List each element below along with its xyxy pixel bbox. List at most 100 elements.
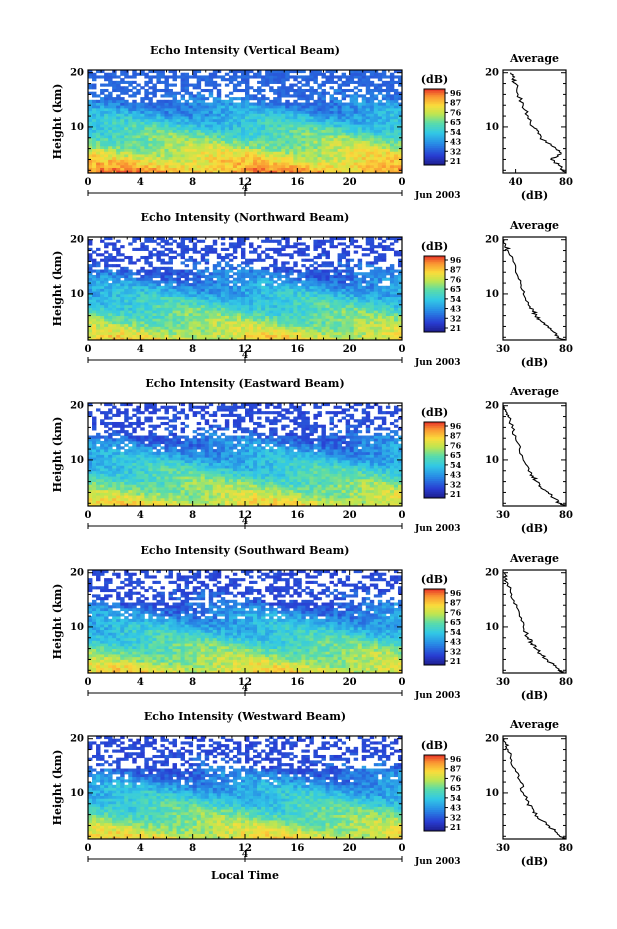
heatmap-cell <box>345 75 351 79</box>
heatmap-cell <box>216 105 222 109</box>
colorbar-segment <box>424 121 445 124</box>
heatmap-cell <box>108 145 113 149</box>
heatmap-cell <box>212 304 218 308</box>
heatmap-cell <box>180 321 186 325</box>
heatmap-cell <box>265 145 270 149</box>
heatmap-cell <box>116 296 121 300</box>
heatmap-cell <box>261 148 266 152</box>
heatmap-cell <box>196 140 202 144</box>
heatmap-cell <box>228 137 234 141</box>
heatmap-cell <box>88 280 93 284</box>
heatmap-cell <box>253 88 258 93</box>
heatmap-cell <box>196 78 202 82</box>
heatmap-cell <box>265 140 270 144</box>
heatmap-cell <box>184 312 190 316</box>
heatmap-cell <box>365 261 371 265</box>
heatmap-cell <box>397 143 403 147</box>
heatmap-cell <box>128 137 133 141</box>
heatmap-cell <box>152 274 157 279</box>
heatmap-cell <box>228 159 234 163</box>
heatmap-cell <box>148 304 153 308</box>
heatmap-cell <box>397 293 403 298</box>
heatmap-cell <box>377 91 383 95</box>
heatmap-cell <box>116 302 121 306</box>
heatmap-cell <box>385 151 391 155</box>
heatmap-cell <box>301 285 306 289</box>
heatmap-cell <box>333 137 338 141</box>
heatmap-cell <box>208 323 214 327</box>
heatmap-cell <box>293 323 298 327</box>
heatmap-cell <box>228 102 234 106</box>
heatmap-cell <box>321 91 326 95</box>
heatmap-cell <box>325 116 330 120</box>
heatmap-cell <box>329 261 334 265</box>
heatmap-cell <box>200 312 206 316</box>
heatmap-cell <box>361 285 367 289</box>
heatmap-cell <box>289 331 294 335</box>
heatmap-cell <box>245 162 250 166</box>
heatmap-cell <box>160 274 165 279</box>
heatmap-cell <box>100 129 105 133</box>
heatmap-cell <box>369 296 375 300</box>
heatmap-cell <box>329 94 334 98</box>
heatmap-cell <box>253 156 258 160</box>
heatmap-cell <box>200 75 206 79</box>
heatmap-cell <box>224 331 230 335</box>
heatmap-cell <box>124 91 129 95</box>
heatmap-cell <box>269 105 274 109</box>
heatmap-cell <box>293 334 298 338</box>
heatmap-cell <box>345 156 351 160</box>
heatmap-cell <box>212 99 218 103</box>
heatmap-cell <box>249 307 254 311</box>
heatmap-cell <box>92 277 97 281</box>
heatmap-cell <box>317 291 322 295</box>
heatmap-cell <box>100 326 105 330</box>
heatmap-cell <box>140 129 145 133</box>
heatmap-cell <box>273 140 278 144</box>
heatmap-cell <box>132 124 137 128</box>
heatmap-cell <box>357 299 363 303</box>
heatmap-cell <box>240 170 246 174</box>
heatmap-cell <box>321 137 326 141</box>
heatmap-cell <box>397 167 403 171</box>
heatmap-cell <box>240 285 246 289</box>
heatmap-cell <box>281 156 286 160</box>
heatmap-cell <box>92 140 97 144</box>
heatmap-cell <box>168 145 173 149</box>
heatmap-cell <box>172 72 177 76</box>
heatmap-cell <box>397 156 403 160</box>
heatmap-cell <box>281 337 286 341</box>
heatmap-cell <box>160 140 165 144</box>
heatmap-cell <box>184 302 190 306</box>
heatmap-cell <box>88 302 93 306</box>
heatmap-cell <box>357 151 363 155</box>
heatmap-cell <box>216 312 222 316</box>
heatmap-cell <box>249 302 254 306</box>
heatmap-cell <box>261 110 266 114</box>
heatmap-cell <box>148 70 153 74</box>
heatmap-cell <box>289 159 294 163</box>
heatmap-cell <box>277 164 282 168</box>
heatmap-cell <box>285 329 290 333</box>
heatmap-cell <box>168 116 173 120</box>
heatmap-cell <box>329 315 334 319</box>
heatmap-cell <box>104 291 109 295</box>
heatmap-cell <box>224 323 230 327</box>
heatmap-cell <box>345 304 351 308</box>
heatmap-cell <box>196 318 202 322</box>
x-tick-label: 16 <box>290 177 304 188</box>
heatmap-cell <box>305 277 310 281</box>
heatmap-cell <box>124 118 129 122</box>
heatmap-cell <box>116 129 121 133</box>
heatmap-cell <box>337 288 343 292</box>
heatmap-cell <box>309 91 314 95</box>
heatmap-cell <box>152 304 157 308</box>
heatmap-cell <box>285 326 290 330</box>
heatmap-cell <box>309 329 314 333</box>
heatmap-cell <box>281 94 286 98</box>
heatmap-cell <box>192 151 198 155</box>
heatmap-cell <box>365 329 371 333</box>
heatmap-cell <box>293 288 298 292</box>
heatmap-cell <box>265 151 270 155</box>
heatmap-cell <box>293 307 298 311</box>
